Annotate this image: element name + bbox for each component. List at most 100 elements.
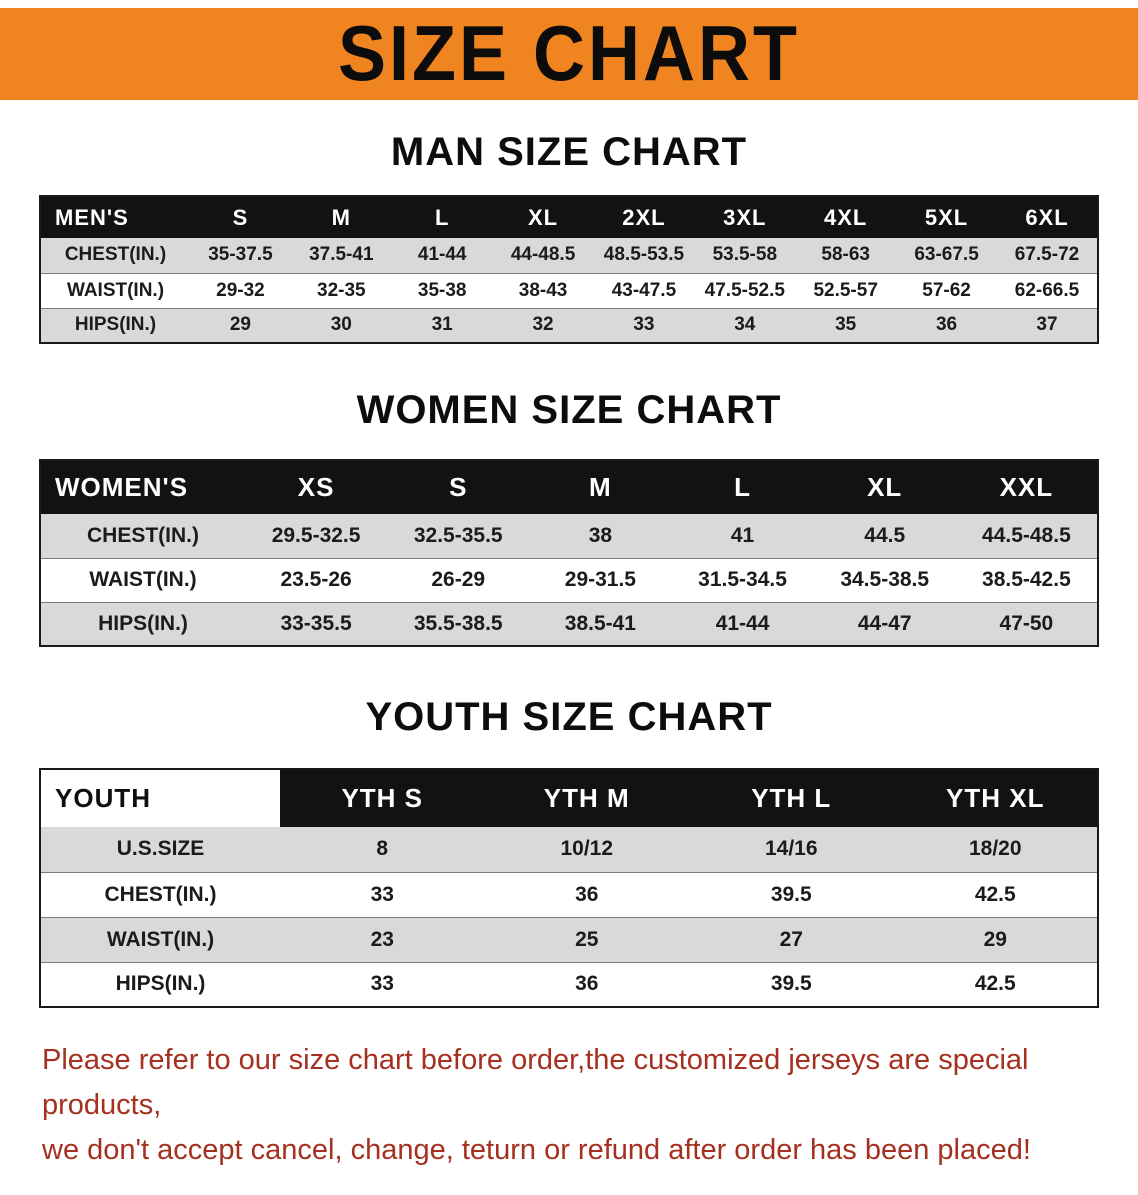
size-column-header: S	[190, 196, 291, 238]
table-row: WAIST(IN.) 23.5-26 26-29 29-31.5 31.5-34.5 34…	[40, 558, 1098, 603]
value-cell: 44-48.5	[492, 238, 594, 274]
value-cell: 43-47.5	[593, 273, 695, 309]
value-cell: 33	[633, 314, 655, 336]
table-row: CHEST(IN.) 33 36 39.5 42.5	[40, 872, 1098, 918]
table-row: HIPS(IN.) 29 30 31 32 33 34 35 36 37	[40, 308, 1098, 343]
size-column-header: 2XL	[593, 196, 695, 238]
value-cell: 26-29	[387, 558, 530, 603]
value-cell: 48.5-53.5	[593, 238, 695, 274]
value-cell: 29.5-32.5	[245, 514, 388, 559]
table-header-row: WOMEN'S XS S M L XL XXL	[40, 460, 1098, 514]
row-label-cell: WAIST(IN.)	[40, 273, 190, 309]
value-cell: 35-37.5	[190, 238, 291, 274]
size-chart-page: { "banner": { "title": "SIZE CHART" }, "…	[0, 8, 1138, 1173]
row-label-cell: WAIST(IN.)	[40, 558, 245, 603]
size-column-header: YTH M	[484, 769, 689, 827]
value-cell: 37	[1036, 314, 1058, 336]
value-cell: 14/16	[689, 827, 894, 873]
row-label-cell: CHEST(IN.)	[40, 872, 280, 918]
youth-size-table: YOUTH YTH S YTH M YTH L YTH XL U.S.SIZE 8 10/12…	[39, 768, 1099, 1008]
table-header-row: YOUTH YTH S YTH M YTH L YTH XL	[40, 769, 1098, 827]
value-cell: 33	[370, 972, 394, 996]
value-cell: 41-44	[715, 611, 770, 635]
value-cell: 41	[671, 514, 814, 559]
value-cell: 42.5	[974, 972, 1016, 996]
value-cell: 31.5-34.5	[671, 558, 814, 603]
size-column-header: XL	[813, 460, 956, 514]
row-label-cell: HIPS(IN.)	[115, 972, 206, 996]
value-cell: 35	[835, 314, 857, 336]
row-label-cell: WAIST(IN.)	[40, 917, 280, 963]
banner-title: SIZE CHART	[338, 10, 800, 98]
men-size-heading: MAN SIZE CHART	[390, 130, 748, 174]
value-cell: 36	[575, 972, 599, 996]
table-corner-header: YOUTH	[40, 769, 280, 827]
value-cell: 23	[280, 917, 485, 963]
value-cell: 10/12	[484, 827, 689, 873]
value-cell: 58-63	[795, 238, 897, 274]
value-cell: 67.5-72	[997, 238, 1098, 274]
table-row: WAIST(IN.) 23 25 27 29	[40, 917, 1098, 963]
value-cell: 27	[689, 917, 894, 963]
value-cell: 39.5	[689, 872, 894, 918]
value-cell: 62-66.5	[997, 273, 1098, 309]
value-cell: 38.5-42.5	[955, 558, 1098, 603]
value-cell: 44.5	[813, 514, 956, 559]
row-label-cell: HIPS(IN.)	[98, 611, 188, 635]
table-row: HIPS(IN.) 33 36 39.5 42.5	[40, 962, 1098, 1007]
value-cell: 39.5	[770, 972, 812, 996]
value-cell: 36	[935, 314, 958, 336]
value-cell: 47.5-52.5	[694, 273, 796, 309]
size-column-header: 6XL	[997, 196, 1098, 238]
value-cell: 36	[484, 872, 689, 918]
value-cell: 37.5-41	[290, 238, 392, 274]
value-cell: 35.5-38.5	[413, 611, 503, 635]
value-cell: 38-43	[492, 273, 594, 309]
value-cell: 29	[893, 917, 1098, 963]
value-cell: 57-62	[896, 273, 997, 309]
value-cell: 29-31.5	[529, 558, 672, 603]
value-cell: 53.5-58	[694, 238, 796, 274]
value-cell: 41-44	[391, 238, 493, 274]
size-column-header: YTH L	[689, 769, 894, 827]
value-cell: 44-47	[857, 611, 912, 635]
value-cell: 63-67.5	[896, 238, 997, 274]
row-label-cell: U.S.SIZE	[40, 827, 280, 873]
size-column-header: XS	[245, 460, 388, 514]
value-cell: 32	[532, 314, 554, 336]
size-column-header: 5XL	[896, 196, 997, 238]
size-column-header: YTH S	[280, 769, 485, 827]
table-corner-header: MEN'S	[40, 196, 190, 238]
value-cell: 44.5-48.5	[955, 514, 1098, 559]
size-chart-banner: SIZE CHART	[0, 8, 1138, 100]
row-label-cell: CHEST(IN.)	[40, 238, 190, 274]
value-cell: 34	[734, 314, 756, 336]
value-cell: 30	[330, 314, 352, 336]
size-column-header: L	[671, 460, 814, 514]
value-cell: 38.5-41	[564, 611, 636, 635]
table-row: WAIST(IN.) 29-32 32-35 35-38 38-43 43-47.5 47.…	[40, 273, 1098, 309]
men-size-table: MEN'S S M L XL 2XL 3XL 4XL 5XL 6XL CHEST(IN.) 35-37…	[39, 195, 1099, 344]
table-header-row: MEN'S S M L XL 2XL 3XL 4XL 5XL 6XL	[40, 196, 1098, 238]
value-cell: 25	[484, 917, 689, 963]
size-column-header: XL	[492, 196, 594, 238]
order-policy-note: Please refer to our size chart before or…	[42, 1038, 1096, 1173]
size-column-header: 4XL	[795, 196, 897, 238]
size-column-header: S	[387, 460, 530, 514]
size-column-header: M	[529, 460, 672, 514]
value-cell: 47-50	[999, 611, 1054, 635]
women-size-heading: WOMEN SIZE CHART	[356, 388, 782, 432]
value-cell: 35-38	[391, 273, 493, 309]
table-row: CHEST(IN.) 29.5-32.5 32.5-35.5 38 41 44.5 44.5…	[40, 514, 1098, 559]
value-cell: 23.5-26	[245, 558, 388, 603]
value-cell: 32-35	[290, 273, 392, 309]
women-size-section: WOMEN SIZE CHART WOMEN'S XS S M L XL XXL CHEST(…	[0, 388, 1138, 647]
men-size-section: MAN SIZE CHART MEN'S S M L XL 2XL 3XL 4XL 5XL 6XL…	[0, 130, 1138, 344]
order-policy-note-line2: we don't accept cancel, change, teturn o…	[42, 1133, 1031, 1166]
size-column-header: YTH XL	[893, 769, 1098, 827]
value-cell: 29-32	[190, 273, 291, 309]
value-cell: 18/20	[893, 827, 1098, 873]
row-label-cell: HIPS(IN.)	[74, 314, 157, 336]
value-cell: 34.5-38.5	[813, 558, 956, 603]
youth-size-heading: YOUTH SIZE CHART	[365, 695, 773, 739]
